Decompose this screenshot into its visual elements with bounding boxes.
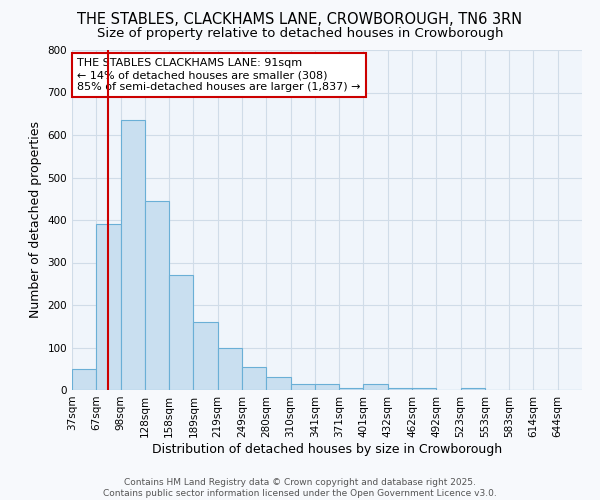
Bar: [96, 224, 121, 390]
Bar: [290, 384, 315, 390]
Text: THE STABLES CLACKHAMS LANE: 91sqm
← 14% of detached houses are smaller (308)
85%: THE STABLES CLACKHAMS LANE: 91sqm ← 14% …: [77, 58, 361, 92]
Bar: [315, 384, 339, 390]
X-axis label: Distribution of detached houses by size in Crowborough: Distribution of detached houses by size …: [152, 442, 502, 456]
Bar: [388, 388, 412, 390]
Bar: [461, 388, 485, 390]
Text: Contains HM Land Registry data © Crown copyright and database right 2025.
Contai: Contains HM Land Registry data © Crown c…: [103, 478, 497, 498]
Y-axis label: Number of detached properties: Number of detached properties: [29, 122, 42, 318]
Bar: [266, 378, 290, 390]
Bar: [145, 201, 169, 390]
Text: Size of property relative to detached houses in Crowborough: Size of property relative to detached ho…: [97, 28, 503, 40]
Bar: [218, 348, 242, 390]
Bar: [193, 322, 218, 390]
Bar: [339, 388, 364, 390]
Bar: [121, 120, 145, 390]
Bar: [169, 275, 193, 390]
Bar: [364, 384, 388, 390]
Text: THE STABLES, CLACKHAMS LANE, CROWBOROUGH, TN6 3RN: THE STABLES, CLACKHAMS LANE, CROWBOROUGH…: [77, 12, 523, 28]
Bar: [72, 369, 96, 390]
Bar: [412, 388, 436, 390]
Bar: [242, 366, 266, 390]
